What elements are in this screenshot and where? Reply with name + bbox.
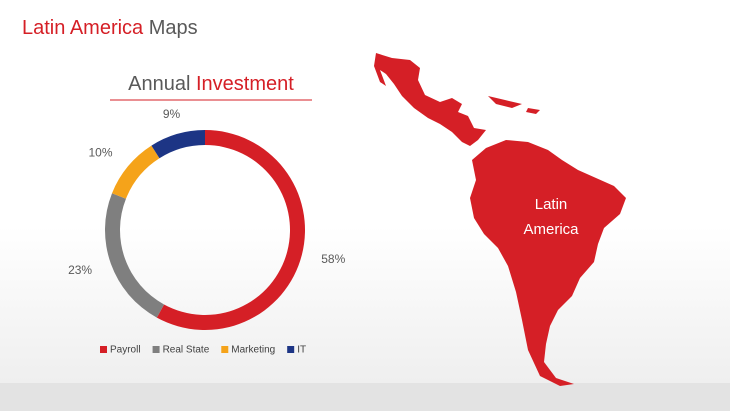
title-red: Latin America [22,17,144,39]
donut-segment [112,145,160,199]
map-label: America [523,221,579,238]
legend-label: Real State [163,345,210,356]
map-latin-america [374,53,626,386]
title-rest: Maps [149,17,198,39]
legend-swatch [100,346,107,353]
legend-swatch [221,346,229,353]
data-label: 23% [68,263,92,277]
footer-band [0,383,730,411]
data-label: 10% [89,146,113,160]
legend-swatch [287,346,295,353]
data-label: 9% [163,107,181,121]
map-label: Latin [535,196,568,213]
slide-title: Latin America Maps [22,17,198,39]
chart-title-part: Annual [128,73,190,95]
legend-label: Marketing [231,345,275,356]
chart-title: Annual Investment [128,73,294,95]
chart-title-part: Investment [196,73,294,95]
donut-segment [151,130,205,159]
legend-label: Payroll [110,345,141,356]
donut-segment [156,130,305,330]
donut-segment [105,193,165,318]
data-label: 58% [321,252,345,266]
donut-chart: 58% 23% 10% 9% Payroll Real State Marketing IT [68,107,346,356]
legend-label: IT [297,345,306,356]
legend-swatch [152,346,160,353]
